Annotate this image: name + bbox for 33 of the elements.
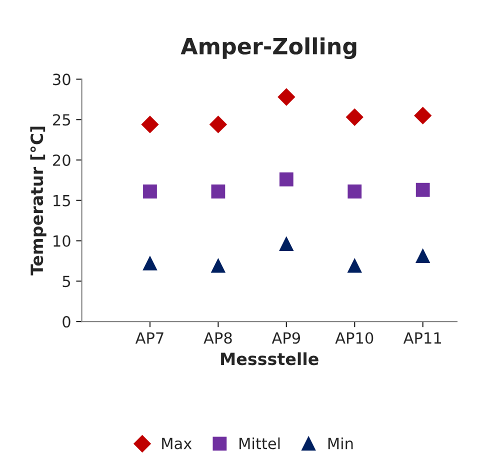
y-axis-title: Temperatur [°C] [30,126,46,276]
x-tick-label: AP10 [335,332,374,344]
point [416,182,430,197]
x-axis-title: Messstelle [221,352,318,366]
y-tick-label: 25 [53,114,70,126]
y-tick-label: 30 [53,74,70,86]
legend-label: Min [328,437,353,450]
point [279,237,294,251]
point [211,184,226,198]
point [141,116,159,134]
y-tick-label: 15 [54,195,70,206]
x-tick-label: AP7 [135,332,164,344]
y-tick-label: 5 [62,276,70,288]
y-tick-label: 20 [53,154,70,166]
point [278,88,295,106]
x-tick-label: AP9 [272,332,300,344]
point [416,249,430,264]
x-tick-label: AP8 [204,332,232,344]
point [211,258,226,273]
point [210,116,227,134]
point [348,258,362,273]
point [143,256,157,270]
chart-title: Amper-Zolling [180,37,356,60]
y-tick-label: 0 [62,316,70,328]
point [279,172,294,186]
point [346,108,364,126]
y-tick-label: 10 [54,235,70,247]
legend-label: Mittel [240,437,280,450]
point [348,184,362,198]
point [414,107,432,124]
point [143,184,157,198]
x-tick-label: AP11 [403,332,441,344]
legend-label: Max [162,438,192,450]
